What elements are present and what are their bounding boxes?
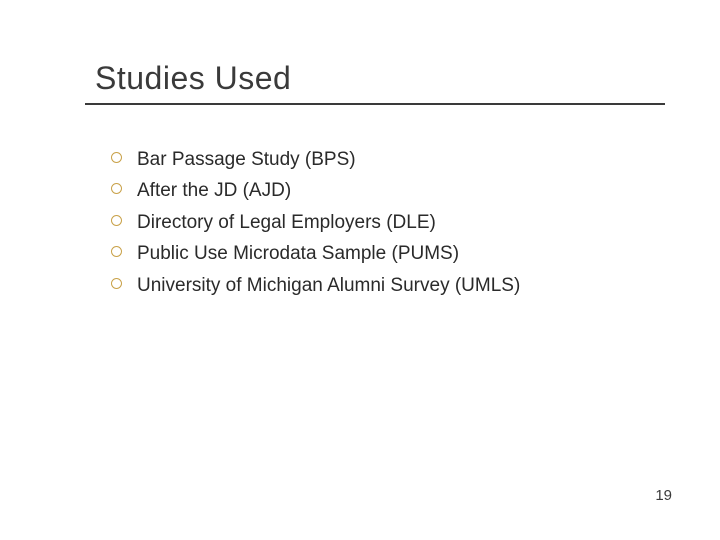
page-number: 19	[655, 487, 672, 504]
bullet-icon	[111, 278, 122, 289]
list-item: Public Use Microdata Sample (PUMS)	[111, 239, 660, 268]
title-rule	[85, 103, 665, 105]
list-item: Bar Passage Study (BPS)	[111, 145, 660, 174]
bullet-list: Bar Passage Study (BPS) After the JD (AJ…	[95, 145, 660, 300]
list-item-text: Bar Passage Study (BPS)	[137, 149, 356, 170]
bullet-icon	[111, 246, 122, 257]
bullet-icon	[111, 183, 122, 194]
bullet-icon	[111, 152, 122, 163]
list-item: University of Michigan Alumni Survey (UM…	[111, 271, 660, 300]
list-item: Directory of Legal Employers (DLE)	[111, 208, 660, 237]
list-item-text: University of Michigan Alumni Survey (UM…	[137, 275, 520, 296]
bullet-icon	[111, 215, 122, 226]
list-item-text: Public Use Microdata Sample (PUMS)	[137, 243, 459, 264]
list-item-text: After the JD (AJD)	[137, 180, 291, 201]
slide: Studies Used Bar Passage Study (BPS) Aft…	[0, 0, 720, 540]
list-item-text: Directory of Legal Employers (DLE)	[137, 212, 436, 233]
list-item: After the JD (AJD)	[111, 176, 660, 205]
slide-title: Studies Used	[95, 60, 660, 97]
